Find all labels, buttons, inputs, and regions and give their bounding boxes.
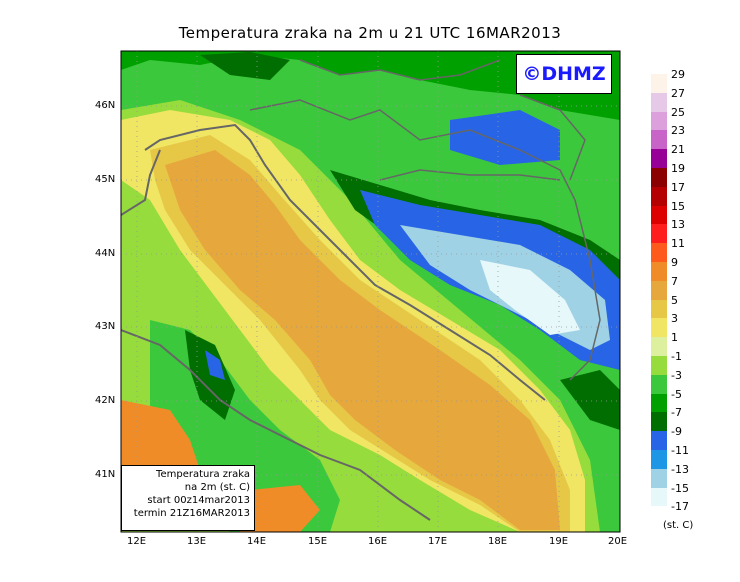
apennines-coldest: [205, 350, 225, 380]
lon-label-18e: 18E: [488, 536, 508, 547]
legend-swatch: [651, 262, 667, 281]
lon-label-13e: 13E: [187, 536, 207, 547]
legend-label: 19: [671, 162, 685, 175]
cold-zone-north: [121, 51, 620, 120]
info-box: Temperatura zraka na 2m (st. C) start 00…: [121, 465, 255, 531]
legend-label: 23: [671, 124, 685, 138]
legend-label: -7: [671, 406, 682, 420]
info-line-2: na 2m (st. C): [184, 482, 250, 493]
legend-swatch: [651, 280, 667, 300]
legend-swatch: [651, 92, 667, 112]
legend-label: -1: [671, 350, 682, 363]
map-title: Temperatura zraka na 2m u 21 UTC 16MAR20…: [178, 24, 562, 42]
legend-swatch: [651, 468, 667, 488]
legend-swatch: [651, 374, 667, 394]
legend-swatch: [651, 506, 667, 526]
legend-label: 3: [671, 312, 678, 326]
legend-swatch: [651, 111, 667, 131]
lat-label-45n: 45N: [95, 174, 116, 185]
italy-coastline: [121, 329, 431, 521]
legend-unit: (st. C): [663, 520, 694, 531]
legend-label: 1: [671, 331, 678, 345]
legend-swatch: [651, 450, 667, 469]
lon-label-16e: 16E: [368, 536, 388, 547]
cold-zone-alps: [200, 52, 290, 80]
legend-label: 25: [671, 105, 685, 119]
legend-label: -11: [671, 444, 689, 457]
legend-swatch: [651, 299, 667, 319]
info-line-3: start 00z14mar2013: [147, 495, 250, 506]
legend-swatch: [651, 74, 667, 93]
lat-label-41n: 41N: [95, 469, 116, 480]
dinaric-frost: [480, 260, 580, 335]
legend-label: 7: [671, 274, 678, 288]
plot-frame: [120, 50, 621, 533]
legend-label: 21: [671, 143, 685, 157]
lon-label-14e: 14E: [247, 536, 267, 547]
legend-label: 5: [671, 293, 678, 307]
info-line-4: termin 21Z16MAR2013: [133, 508, 250, 519]
lat-lon-grid: [121, 51, 620, 532]
lat-label-44n: 44N: [95, 248, 116, 259]
legend-label: -9: [671, 425, 682, 439]
legend-label: 11: [671, 237, 685, 251]
northern-border: [299, 59, 501, 81]
legend-swatch: [651, 130, 667, 150]
lat-label-46n: 46N: [95, 100, 116, 111]
legend-label: -17: [671, 500, 689, 514]
legend-label: 9: [671, 256, 678, 269]
legend-swatch: [651, 168, 667, 187]
legend-label: 29: [671, 68, 685, 81]
legend-swatch: [651, 393, 667, 413]
legend-label: -15: [671, 481, 689, 495]
copyright-box: ©DHMZ: [516, 54, 612, 94]
lat-label-42n: 42N: [95, 395, 116, 406]
albania-cold: [560, 370, 620, 430]
legend-swatch: [651, 356, 667, 375]
legend-swatch: [651, 412, 667, 432]
sea-zone-7: [165, 150, 560, 530]
legend-swatch: [651, 487, 667, 507]
east-coastline: [144, 123, 546, 401]
legend-swatch: [651, 186, 667, 206]
lon-label-15e: 15E: [308, 536, 328, 547]
hungary-border: [519, 94, 586, 181]
legend-swatch: [651, 318, 667, 338]
legend-label: 15: [671, 199, 685, 213]
po-coastline: [121, 149, 161, 216]
legend-label: 13: [671, 218, 685, 232]
lon-label-20e: 20E: [608, 536, 628, 547]
legend-swatch: [651, 205, 667, 225]
sava-border: [379, 169, 561, 181]
legend-label: 27: [671, 86, 685, 100]
legend-swatch: [651, 224, 667, 244]
legend-label: -3: [671, 368, 682, 382]
lon-label-12e: 12E: [127, 536, 147, 547]
legend-swatch: [651, 337, 667, 356]
lon-label-17e: 17E: [428, 536, 448, 547]
south-italy-warm: [240, 485, 320, 532]
legend-label: -13: [671, 462, 689, 476]
legend-swatch: [651, 149, 667, 168]
lon-label-19e: 19E: [549, 536, 569, 547]
cold-zone-hungary: [450, 110, 560, 165]
legend-label: 17: [671, 180, 685, 194]
info-line-1: Temperatura zraka: [156, 469, 250, 480]
legend-label: -5: [671, 387, 682, 401]
legend-swatch: [651, 431, 667, 450]
legend-swatch: [651, 243, 667, 262]
lat-label-43n: 43N: [95, 321, 116, 332]
country-borders: [249, 99, 601, 381]
